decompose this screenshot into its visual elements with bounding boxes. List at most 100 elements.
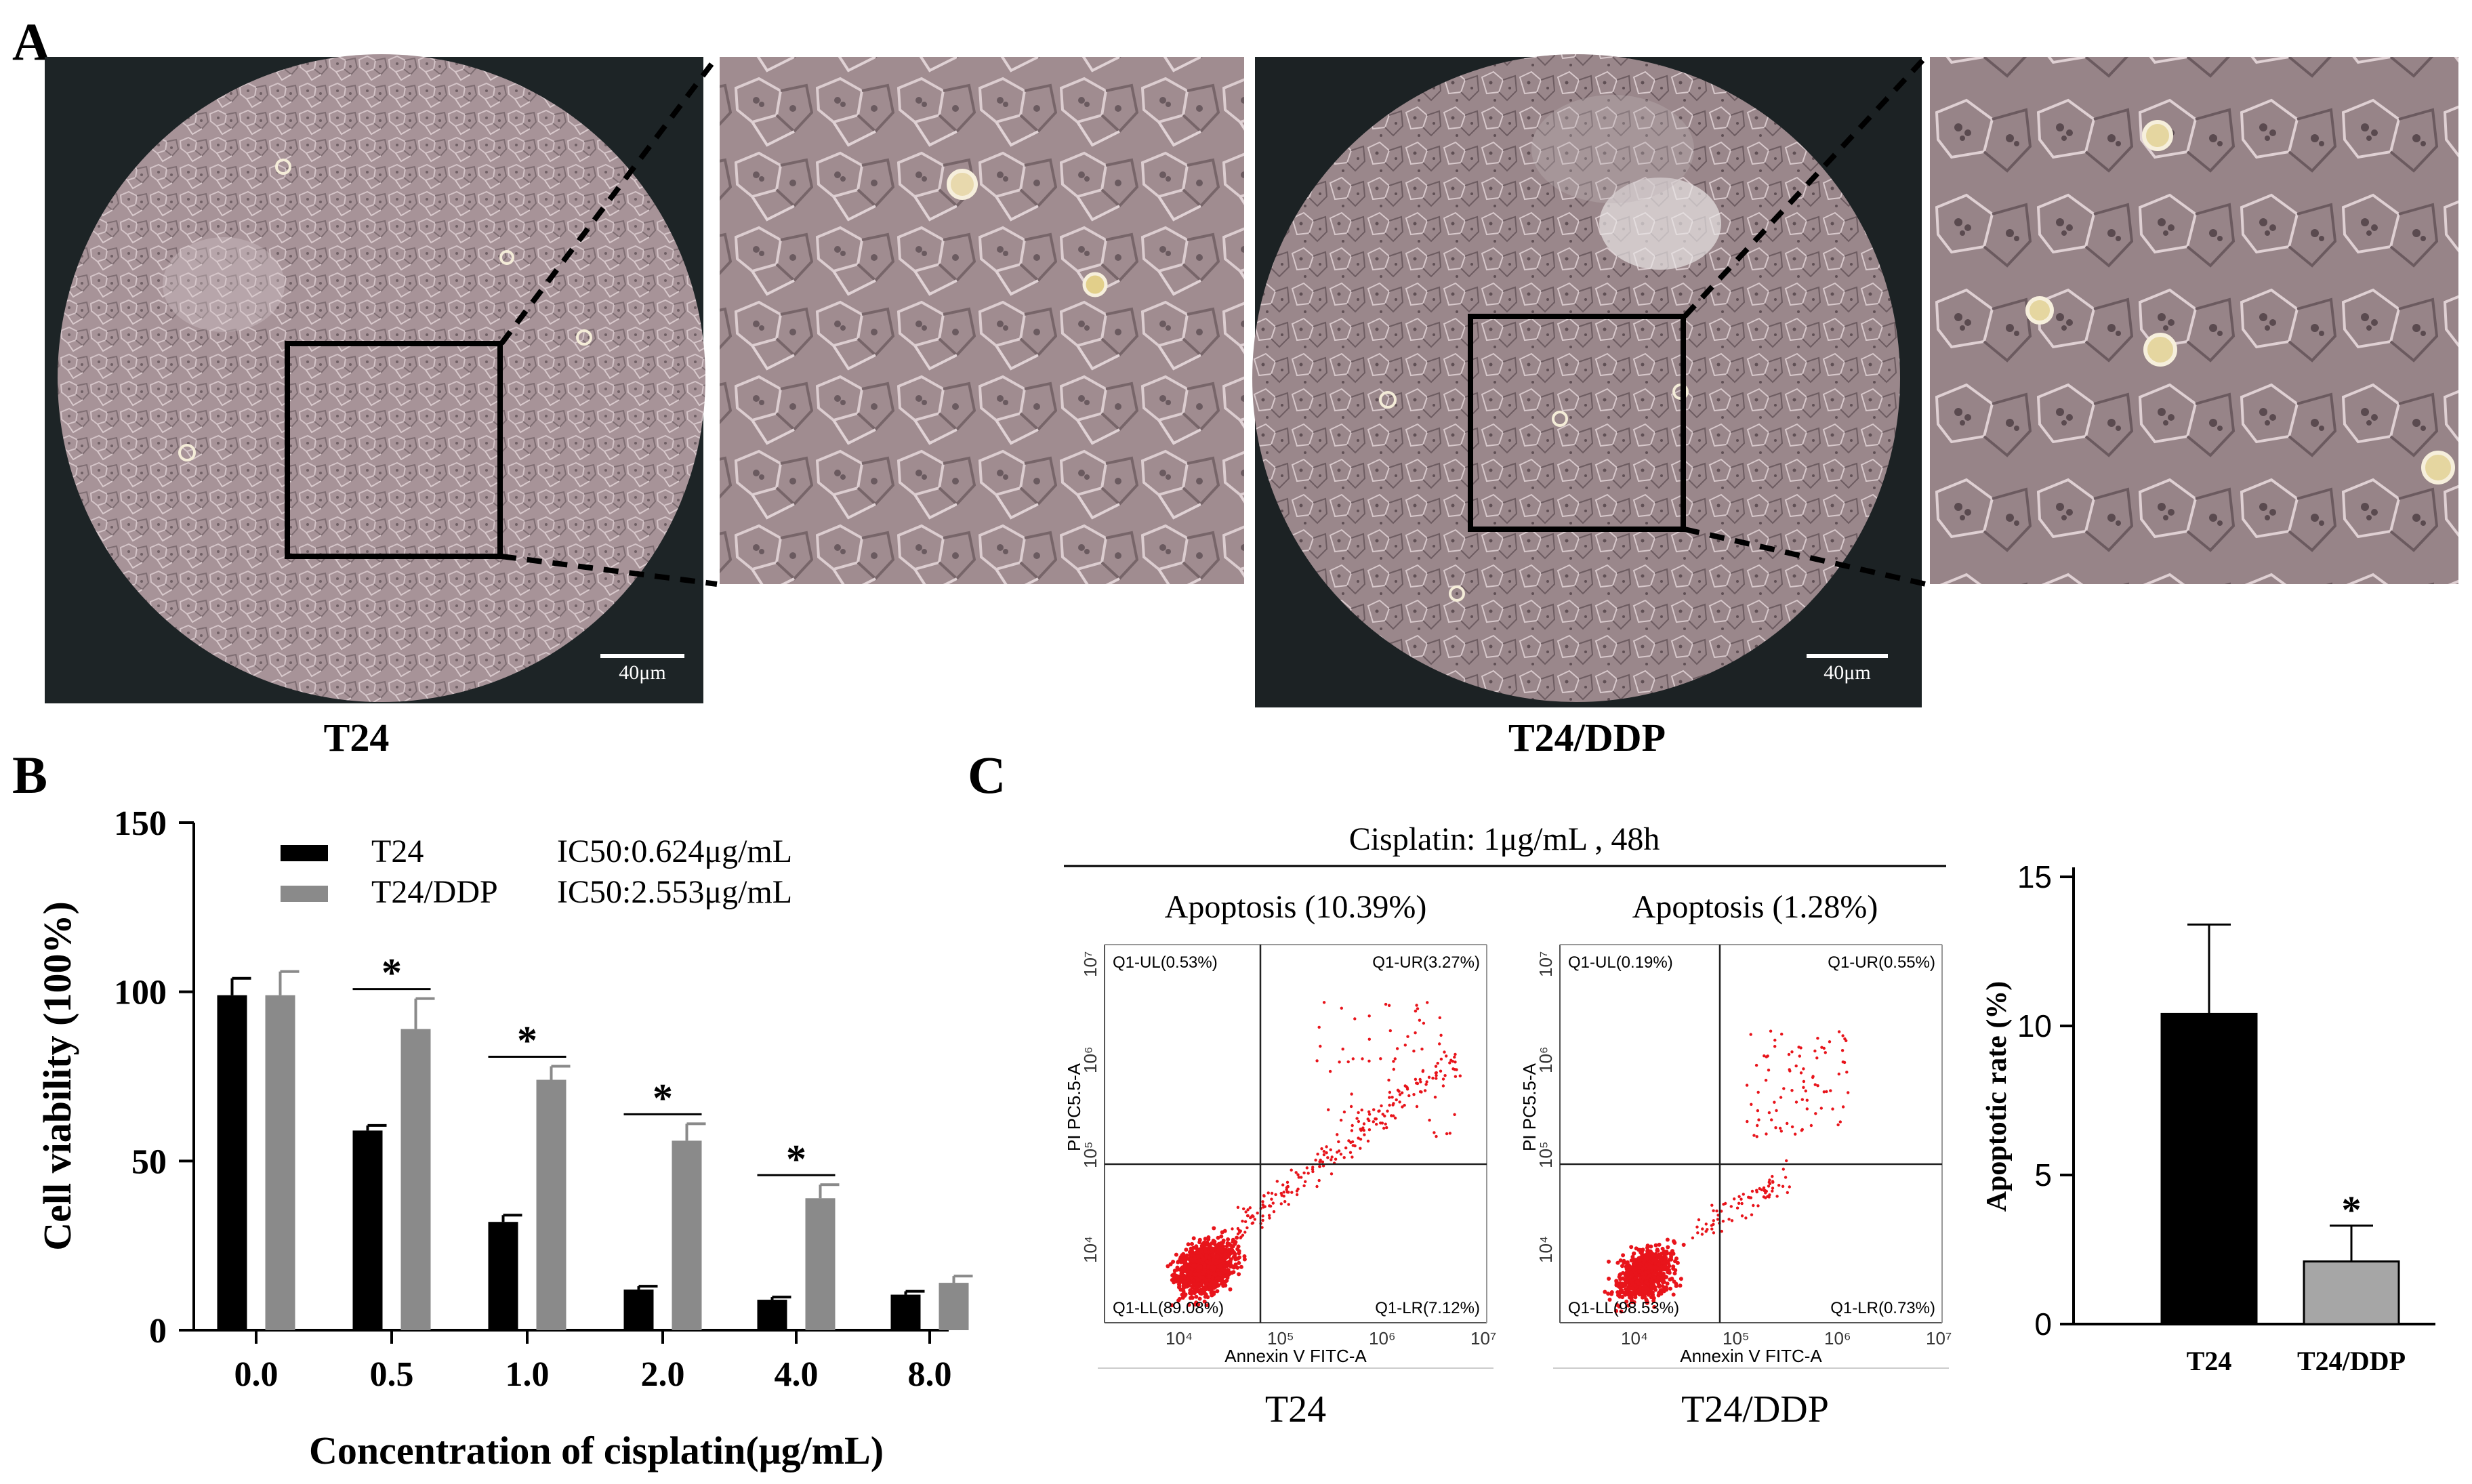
flow-event-dot bbox=[1603, 1290, 1607, 1294]
flow-event-dot bbox=[1280, 1193, 1283, 1197]
flow-event-dot bbox=[1656, 1275, 1661, 1280]
flow-event-dot bbox=[1176, 1298, 1181, 1303]
flow-event-dot bbox=[1322, 1153, 1326, 1157]
flow-event-dot bbox=[1419, 1080, 1422, 1084]
flow-event-dot bbox=[1321, 1160, 1325, 1163]
flow-event-dot bbox=[1236, 1256, 1240, 1261]
apoptosis-bars: T24 T24/DDP * bbox=[2160, 923, 2406, 1376]
flow-event-dot bbox=[1237, 1260, 1241, 1265]
flow-event-dot bbox=[1781, 1184, 1785, 1189]
flow-event-dot bbox=[1294, 1171, 1298, 1174]
flow-event-dot bbox=[1385, 1126, 1388, 1130]
flow-event-dot bbox=[1233, 1255, 1237, 1260]
flow-event-dot bbox=[1269, 1204, 1273, 1208]
flow-event-dot bbox=[1607, 1277, 1611, 1281]
flow-event-dot bbox=[1663, 1250, 1668, 1255]
flow-event-dot bbox=[1681, 1243, 1686, 1247]
scale-bar-label-t24: 40μm bbox=[619, 661, 665, 684]
flow-event-dot bbox=[1418, 1018, 1422, 1022]
flow-event-dot bbox=[1779, 1096, 1783, 1099]
flow-event-dot bbox=[1392, 1060, 1395, 1063]
flow-event-dot bbox=[1813, 1049, 1817, 1053]
flow-event-dot bbox=[1367, 1113, 1372, 1116]
flow-quadrant-lr: Q1-LR(7.12%) bbox=[1375, 1299, 1480, 1317]
zoom-box-t24ddp bbox=[1468, 314, 1686, 532]
flow-event-dot bbox=[1425, 1080, 1428, 1084]
flow-event-dot bbox=[1451, 1060, 1454, 1063]
apoptosis-bar-t24 bbox=[2160, 1012, 2258, 1325]
flow-event-dot bbox=[1367, 1128, 1372, 1132]
flow-event-dot bbox=[1672, 1271, 1677, 1276]
flow-event-dot bbox=[1367, 1110, 1371, 1113]
flow-event-dot bbox=[1631, 1252, 1636, 1256]
panel-a-letter: A bbox=[12, 12, 50, 71]
flow-event-dot bbox=[1396, 1088, 1400, 1092]
flow-event-dot bbox=[1712, 1209, 1715, 1212]
flow-y-tick-label: 10⁷ bbox=[1080, 951, 1100, 977]
flow-event-dot bbox=[1657, 1252, 1662, 1257]
flow-event-dot bbox=[1629, 1271, 1634, 1275]
zoom-t24ddp-round-cell bbox=[2143, 333, 2177, 367]
flow-event-dot bbox=[1390, 1096, 1394, 1099]
viability-bar-t24 bbox=[623, 1290, 654, 1330]
flow-event-dot bbox=[1251, 1221, 1255, 1224]
flow-event-dot bbox=[1189, 1246, 1193, 1251]
micrograph-t24ddp-haze bbox=[1531, 95, 1694, 203]
flow-event-dot bbox=[1166, 1264, 1170, 1269]
flow-event-dot bbox=[1287, 1203, 1290, 1206]
flow-event-dot bbox=[1317, 1025, 1321, 1029]
flow-event-dot bbox=[1443, 1074, 1447, 1077]
flow-event-dot bbox=[1222, 1261, 1227, 1266]
flow-event-dot bbox=[1350, 1129, 1354, 1132]
flow-x-tick-label: 10⁵ bbox=[1267, 1328, 1294, 1348]
flow-event-dot bbox=[1435, 1077, 1438, 1080]
flow-event-dot bbox=[1357, 1136, 1360, 1140]
flow-quadrant-ul: Q1-UL(0.53%) bbox=[1113, 953, 1218, 972]
flow-event-dot bbox=[1426, 1001, 1429, 1004]
viability-bar-t24 bbox=[488, 1222, 518, 1330]
flow-event-dot bbox=[1191, 1264, 1195, 1269]
flow-event-dot bbox=[1412, 1049, 1416, 1053]
flow-event-dot bbox=[1435, 1073, 1438, 1077]
flow-event-dot bbox=[1673, 1268, 1678, 1273]
flow-event-dot bbox=[1215, 1289, 1220, 1294]
legend-ic50-t24: IC50:0.624μg/mL bbox=[557, 833, 792, 869]
flow-event-dot bbox=[1423, 1089, 1427, 1092]
flow-event-dot bbox=[1696, 1231, 1700, 1235]
flow-scatter-dots bbox=[1603, 1029, 1850, 1314]
flow-event-dot bbox=[1619, 1285, 1624, 1290]
flow-event-dot bbox=[1744, 1216, 1748, 1220]
flow-event-dot bbox=[1391, 1103, 1395, 1107]
flow-event-dot bbox=[1837, 1030, 1841, 1033]
flow-event-dot bbox=[1222, 1274, 1227, 1279]
flow-event-dot bbox=[1379, 1057, 1382, 1060]
flow-event-dot bbox=[1329, 1148, 1332, 1152]
flow-plot-t24: Apoptosis (10.39%) Q1-UL(0.53%) Q1-UR(3.27… bbox=[1064, 889, 1496, 1430]
flow-event-dot bbox=[1431, 1076, 1435, 1080]
flow-event-dot bbox=[1760, 1188, 1763, 1192]
flow-event-dot bbox=[1214, 1273, 1218, 1277]
flow-event-dot bbox=[1647, 1273, 1652, 1278]
flow-event-dot bbox=[1380, 1121, 1384, 1125]
flow-event-dot bbox=[1202, 1240, 1206, 1245]
zoom-connector-t24-top bbox=[499, 55, 720, 346]
flow-event-dot bbox=[1388, 1029, 1392, 1033]
flow-event-dot bbox=[1628, 1286, 1632, 1291]
flow-event-dot bbox=[1752, 1134, 1756, 1137]
flow-event-dot bbox=[1226, 1237, 1231, 1241]
flow-event-dot bbox=[1275, 1180, 1279, 1183]
flow-event-dot bbox=[1704, 1222, 1708, 1226]
flow-event-dot bbox=[1261, 1214, 1264, 1218]
flow-event-dot bbox=[1366, 1139, 1370, 1143]
flow-event-dot bbox=[1721, 1220, 1725, 1223]
flow-event-dot bbox=[1749, 1033, 1752, 1036]
apoptotic-rate-chart: 0 5 10 15 T24 T24/DDP * Apoptotic rate (%) bbox=[1981, 859, 2435, 1376]
flow-scatter-dots bbox=[1166, 1001, 1462, 1308]
flow-event-dot bbox=[1811, 1075, 1815, 1079]
flow-event-dot bbox=[1372, 1120, 1376, 1124]
flow-event-dot bbox=[1730, 1219, 1734, 1222]
flow-event-dot bbox=[1771, 1180, 1775, 1184]
flow-event-dot bbox=[1340, 1006, 1344, 1010]
flow-event-dot bbox=[1414, 1031, 1417, 1035]
flow-event-dot bbox=[1777, 1184, 1781, 1187]
